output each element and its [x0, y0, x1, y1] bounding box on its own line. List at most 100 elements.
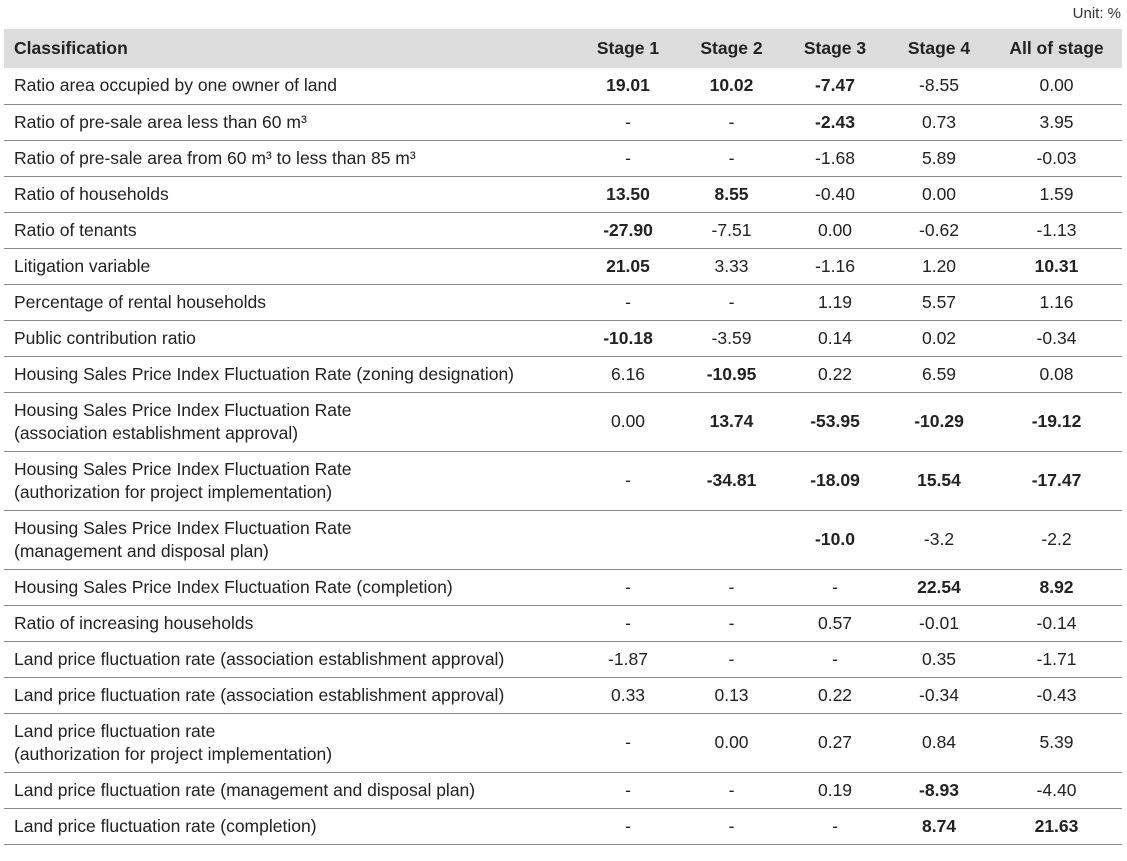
classification-label-line: Percentage of rental households [14, 291, 266, 312]
classification-label-line: (management and disposal plan) [14, 540, 269, 561]
row-classification: Land price fluctuation rate (association… [4, 677, 576, 714]
classification-label-line: Land price fluctuation rate [14, 720, 216, 741]
row-classification: Housing Sales Price Index Fluctuation Ra… [4, 510, 576, 570]
header-stage-2: Stage 2 [700, 38, 763, 58]
cell-value: 0.84 [887, 713, 991, 773]
header-all-of-stage: All of stage [1009, 38, 1104, 58]
table-row: Housing Sales Price Index Fluctuation Ra… [4, 451, 1122, 511]
cell-value: 0.00 [680, 713, 783, 773]
classification-label-line: Ratio of tenants [14, 219, 137, 240]
cell-value: - [576, 808, 680, 845]
cell-value: 0.33 [576, 677, 680, 714]
cell-value: -1.87 [576, 641, 680, 678]
cell-value: - [680, 772, 783, 809]
cell-value: - [576, 284, 680, 321]
cell-value: 21.05 [576, 248, 680, 285]
cell-value: - [680, 641, 783, 678]
row-classification: Litigation variable [4, 248, 576, 285]
cell-value: -10.95 [680, 356, 783, 393]
classification-label-line: Housing Sales Price Index Fluctuation Ra… [14, 576, 453, 597]
cell-value: -1.13 [991, 212, 1122, 249]
cell-value: 0.22 [783, 677, 887, 714]
cell-value: 1.19 [783, 284, 887, 321]
row-classification: Ratio of tenants [4, 212, 576, 249]
cell-value: 3.95 [991, 104, 1122, 141]
table-row: Land price fluctuation rate (authorizatio… [4, 713, 1122, 773]
cell-value: - [680, 808, 783, 845]
classification-label-line: Housing Sales Price Index Fluctuation Ra… [14, 517, 352, 538]
cell-value: -8.55 [887, 68, 991, 105]
cell-value: -53.95 [783, 392, 887, 452]
cell-value: -1.16 [783, 248, 887, 285]
cell-value: 0.35 [887, 641, 991, 678]
cell-value: -0.34 [887, 677, 991, 714]
cell-value: - [576, 104, 680, 141]
cell-value [680, 510, 783, 570]
table-row: Percentage of rental households - -1.19 5.5… [4, 284, 1122, 321]
cell-value: -0.62 [887, 212, 991, 249]
cell-value: -18.09 [783, 451, 887, 511]
cell-value: - [783, 569, 887, 606]
cell-value: -3.59 [680, 320, 783, 357]
cell-value: 0.00 [576, 392, 680, 452]
classification-label-line: Housing Sales Price Index Fluctuation Ra… [14, 363, 515, 384]
cell-value: -0.14 [991, 605, 1122, 642]
table-row: Ratio of pre-sale area from 60 m³ to les… [4, 140, 1122, 177]
row-classification: Public contribution ratio [4, 320, 576, 357]
row-classification: Land price fluctuation rate (management … [4, 772, 576, 809]
table-row: Ratio of increasing households - -0.57 -0.0… [4, 605, 1122, 642]
table-header-row: Classification Stage 1 Stage 2 Stage 3 S… [4, 29, 1122, 68]
table-row: Ratio of tenants -27.90 -7.51 0.00 -0.62 -1.1… [4, 212, 1122, 249]
results-table: Classification Stage 1 Stage 2 Stage 3 S… [4, 29, 1122, 845]
cell-value: 5.39 [991, 713, 1122, 773]
cell-value: -4.40 [991, 772, 1122, 809]
cell-value: - [680, 140, 783, 177]
row-classification: Land price fluctuation rate (authorizatio… [4, 713, 576, 773]
cell-value: 0.57 [783, 605, 887, 642]
cell-value: -27.90 [576, 212, 680, 249]
cell-value: -1.71 [991, 641, 1122, 678]
header-stage-4: Stage 4 [907, 38, 971, 58]
classification-label-line: Land price fluctuation rate (completion) [14, 815, 317, 836]
header-classification: Classification [14, 38, 128, 58]
row-classification: Ratio of pre-sale area from 60 m³ to les… [4, 140, 576, 177]
header-stage-1: Stage 1 [596, 38, 660, 58]
cell-value: 0.73 [887, 104, 991, 141]
cell-value: 0.19 [783, 772, 887, 809]
table-body: Ratio area occupied by one owner of land… [4, 68, 1122, 845]
cell-value: - [576, 140, 680, 177]
cell-value: 0.13 [680, 677, 783, 714]
table-row: Housing Sales Price Index Fluctuation Ra… [4, 392, 1122, 452]
cell-value: - [680, 605, 783, 642]
header-stage-3: Stage 3 [803, 38, 867, 58]
classification-label-line: Land price fluctuation rate (management … [14, 779, 476, 800]
cell-value: - [680, 104, 783, 141]
cell-value: - [783, 808, 887, 845]
row-classification: Ratio of pre-sale area less than 60 m³ [4, 104, 576, 141]
cell-value: 1.20 [887, 248, 991, 285]
cell-value: -7.47 [783, 68, 887, 105]
cell-value: 10.02 [680, 68, 783, 105]
cell-value: - [576, 772, 680, 809]
cell-value: 5.89 [887, 140, 991, 177]
cell-value: 8.92 [991, 569, 1122, 606]
row-classification: Land price fluctuation rate (association… [4, 641, 576, 678]
table-row: Land price fluctuation rate (completion)… [4, 808, 1122, 845]
cell-value: -1.68 [783, 140, 887, 177]
cell-value: -10.0 [783, 510, 887, 570]
cell-value: -0.34 [991, 320, 1122, 357]
cell-value: -2.43 [783, 104, 887, 141]
cell-value: 13.50 [576, 176, 680, 213]
cell-value: 22.54 [887, 569, 991, 606]
row-classification: Housing Sales Price Index Fluctuation Ra… [4, 569, 576, 606]
cell-value: 0.27 [783, 713, 887, 773]
cell-value: -34.81 [680, 451, 783, 511]
classification-label-line: Land price fluctuation rate (association… [14, 684, 505, 705]
classification-label-line: Ratio of pre-sale area from 60 m³ to les… [14, 147, 416, 168]
cell-value: 0.22 [783, 356, 887, 393]
cell-value: - [783, 641, 887, 678]
cell-value [576, 510, 680, 570]
classification-label-line: (authorization for project implementatio… [14, 743, 333, 764]
cell-value: -0.43 [991, 677, 1122, 714]
